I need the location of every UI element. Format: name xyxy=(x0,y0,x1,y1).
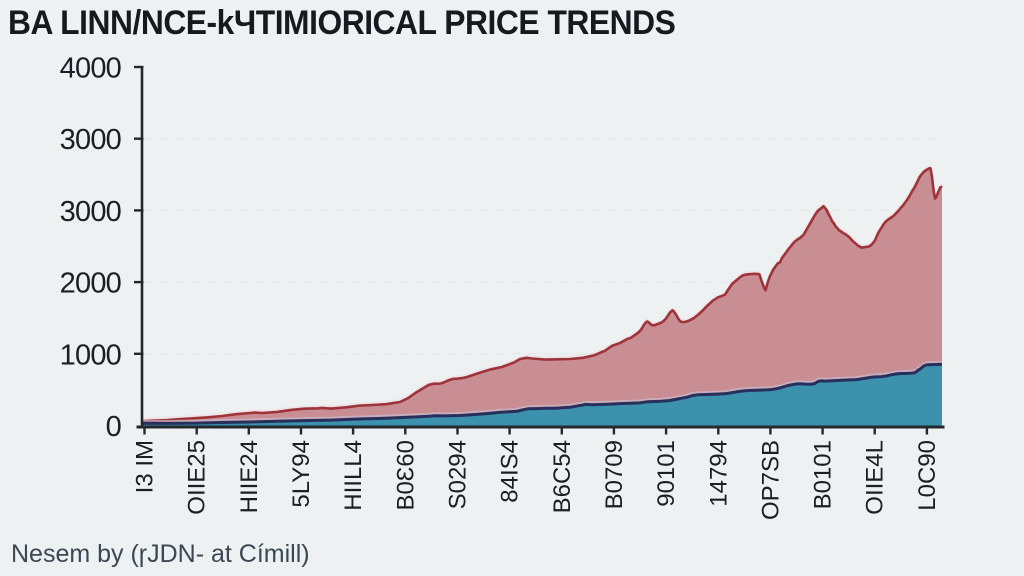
svg-text:B0709: B0709 xyxy=(601,440,628,509)
svg-text:84IS4: 84IS4 xyxy=(497,440,524,503)
svg-text:HIIE24: HIIE24 xyxy=(236,440,263,513)
svg-text:I3 IM: I3 IM xyxy=(132,440,159,493)
svg-text:0: 0 xyxy=(106,411,121,443)
svg-text:HIILL4: HIILL4 xyxy=(340,440,367,511)
svg-text:1000: 1000 xyxy=(60,339,121,371)
svg-text:B0Ɛ60: B0Ɛ60 xyxy=(392,440,419,511)
svg-text:3000: 3000 xyxy=(60,196,121,228)
svg-text:14794: 14794 xyxy=(705,440,732,507)
svg-text:90101: 90101 xyxy=(653,440,680,507)
svg-text:5LY94: 5LY94 xyxy=(288,440,315,508)
svg-text:B0101: B0101 xyxy=(810,440,837,509)
svg-text:3000: 3000 xyxy=(60,124,121,156)
svg-text:B6C54: B6C54 xyxy=(549,440,576,513)
svg-text:OP7SB: OP7SB xyxy=(757,440,784,520)
svg-text:L0C90: L0C90 xyxy=(914,440,941,511)
svg-text:S0294: S0294 xyxy=(445,440,472,509)
svg-text:OIIE4L: OIIE4L xyxy=(862,440,889,515)
svg-text:OIIE25: OIIE25 xyxy=(184,440,211,515)
svg-text:2000: 2000 xyxy=(60,268,121,300)
svg-text:4000: 4000 xyxy=(60,53,121,85)
